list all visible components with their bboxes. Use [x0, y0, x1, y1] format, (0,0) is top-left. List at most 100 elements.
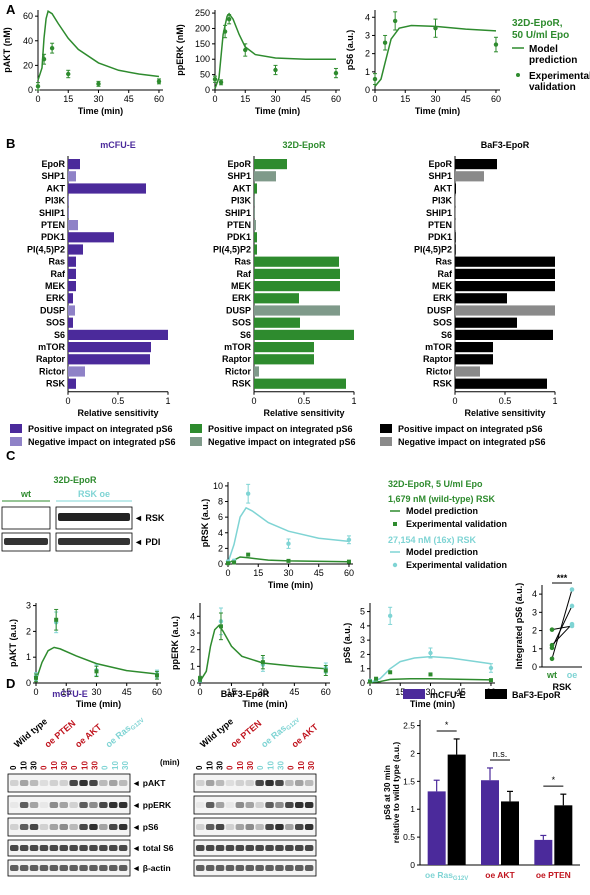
A2-x-label: Time (min) [255, 106, 300, 116]
chart-c5-point-wt [549, 656, 555, 662]
blot-d-row-label: ◄ pS6 [132, 822, 159, 832]
A3-point-exp [433, 25, 438, 31]
blot-d-band [39, 845, 49, 851]
legend-b-neg-text: Negative impact on integrated pS6 [28, 437, 176, 447]
blot-d-band [79, 780, 88, 786]
chart-b-bar [254, 378, 346, 389]
chart-b-category-label: Ras [234, 257, 251, 267]
blot-d-band [59, 824, 68, 830]
chart-b-category-label: mTOR [224, 342, 251, 352]
chart-b-bar [455, 281, 555, 292]
chart-c5-y-tick-label: 4 [532, 589, 537, 599]
blot-d-band [29, 824, 39, 830]
chart-b-bar [68, 342, 151, 353]
A3-y-tick-label: 1 [365, 67, 370, 77]
blot-d-group-label: oe RasG12V [104, 713, 146, 751]
C4-y-tick-label: 5 [360, 607, 365, 617]
chart-b-category-label: DUSP [40, 305, 65, 315]
blot-d-band [275, 865, 284, 871]
blot-d-band [118, 845, 128, 851]
blot-d-time-label: 30 [215, 761, 224, 770]
chart-b-category-label: S6 [240, 330, 251, 340]
blot-d-band [10, 865, 19, 871]
C3-x-label: Time (min) [242, 699, 287, 709]
C1-point-oe [286, 541, 291, 546]
C4-point-wt [374, 676, 379, 681]
C4-y-tick-label: 2 [360, 649, 365, 659]
blot-d-band [89, 802, 98, 808]
C2-y-tick-label: 3 [26, 601, 31, 611]
chart-b-bar [254, 305, 340, 316]
chart-b-bar [455, 207, 456, 218]
chart-b-bar [68, 232, 114, 243]
blot-d-time-label: 0 [226, 765, 235, 770]
blot-d-band [39, 802, 49, 808]
chart-b-category-label: SOS [433, 318, 452, 328]
C1-x-tick-label: 15 [253, 568, 263, 578]
chart-b-bar [455, 342, 493, 353]
blot-d-band [265, 802, 274, 808]
blot-d-strip [193, 795, 317, 815]
C3-point-wt [260, 660, 265, 665]
A2-point-exp [218, 80, 224, 85]
chart-c5-y-tick-label: 1 [532, 644, 537, 654]
blot-d-time-label: 30 [276, 761, 285, 770]
C1-y-tick-label: 2 [218, 543, 223, 553]
legend-a-model-2: prediction [529, 55, 577, 66]
C2-y-label: pAKT (a.u.) [8, 619, 18, 667]
A1-point-exp [66, 71, 71, 77]
blot-d-band [79, 802, 88, 808]
blot-d-band [275, 780, 284, 786]
blot-d-band [49, 824, 59, 830]
chart-b-bar [254, 256, 339, 267]
blot-d-baf3-title: BaF3-EpoR [221, 689, 270, 699]
A2-x-tick-label: 45 [301, 94, 311, 104]
blot-d-band [59, 865, 68, 871]
chart-b-x-tick-label: 0.5 [298, 396, 311, 406]
blot-d-band [39, 824, 49, 830]
chart-b-x-tick-label: 1 [351, 396, 356, 406]
chart-d-y-tick-label: 2.5 [403, 721, 415, 731]
blot-d-time-label: 10 [205, 761, 214, 770]
blot-d-band [118, 824, 128, 830]
blot-d-band [19, 824, 29, 830]
C3-y-tick-label: 0 [190, 678, 195, 688]
blot-d-band [118, 865, 128, 871]
chart-b-bar [68, 354, 150, 365]
legend-b-pos-swatch [380, 424, 392, 433]
legend-b-neg-swatch [190, 437, 202, 446]
chart-c-integrated: 0 1 2 3 4 wt oe RSK Integrated pS6 (a.u.) *** [514, 573, 582, 692]
blot-d-band [69, 845, 78, 851]
chart-b-category-label: Rictor [39, 366, 66, 376]
blot-d-time-label: 0 [70, 765, 79, 770]
chart-c5-y-label: Integrated pS6 (a.u.) [514, 583, 524, 670]
C1-point-wt [246, 552, 251, 557]
chart-b-category-label: PI3K [45, 196, 66, 206]
blot-d-band [265, 865, 274, 871]
C3-y-tick-label: 2 [190, 645, 195, 655]
blot-d-band [89, 865, 98, 871]
A2-point-exp [333, 70, 339, 76]
chart-b-category-label: DUSP [427, 305, 452, 315]
blot-d-band [59, 802, 68, 808]
blot-c-rsk-wt [1, 506, 51, 530]
C3-x-tick-label: 15 [226, 687, 236, 697]
blot-d-time-label: 10 [80, 761, 89, 770]
A3-point-exp [392, 18, 398, 24]
chart-b-x-label: Relative sensitivity [263, 408, 344, 418]
A3-x-tick-label: 15 [400, 94, 410, 104]
A1-x-tick-label: 60 [154, 94, 164, 104]
legend-b-neg-swatch [380, 437, 392, 446]
C4-x-tick-label: 15 [395, 687, 405, 697]
chart-b-x-tick-label: 0.5 [499, 396, 512, 406]
chart-b-category-label: Raf [437, 269, 453, 279]
chart-b-bar [455, 329, 553, 340]
blot-d-strip [193, 859, 317, 877]
chart-d-x-label: oe AKT [485, 870, 515, 880]
A1-x-tick-label: 15 [63, 94, 73, 104]
blot-c-oe: RSK oe [78, 489, 110, 499]
legend-b-neg-text: Negative impact on integrated pS6 [208, 437, 356, 447]
chart-c5-pair-line [551, 623, 573, 646]
C1-y-tick-label: 8 [218, 497, 223, 507]
C1-point-wt [346, 559, 351, 564]
